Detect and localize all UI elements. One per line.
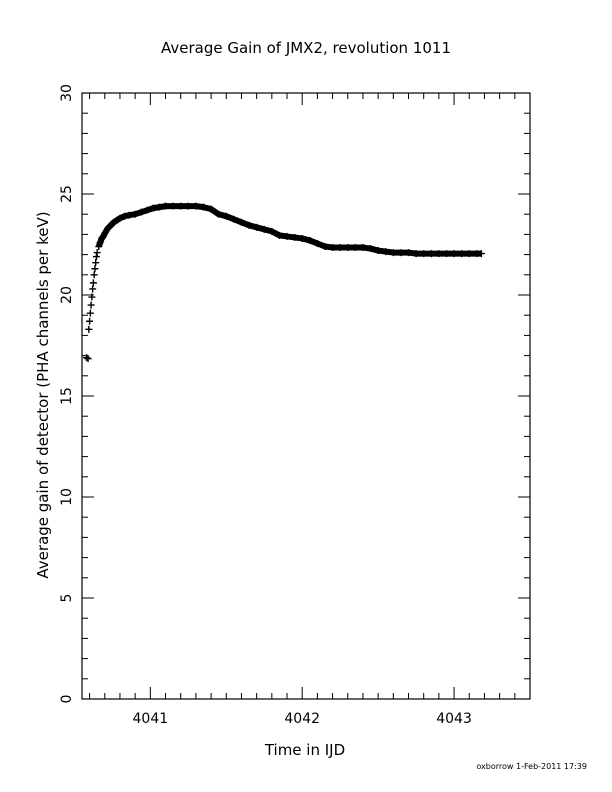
data-point <box>86 309 94 317</box>
data-point <box>91 265 99 273</box>
data-point <box>84 355 92 363</box>
data-point <box>92 259 100 267</box>
y-tick-label: 0 <box>59 695 75 704</box>
x-tick-label: 4042 <box>284 711 320 727</box>
data-point <box>92 253 100 261</box>
data-point <box>87 301 95 309</box>
footer-credit: oxborrow 1-Feb-2011 17:39 <box>476 762 587 771</box>
chart-title: Average Gain of JMX2, revolution 1011 <box>161 39 451 57</box>
y-tick-label: 30 <box>59 84 75 102</box>
data-point <box>89 279 97 287</box>
data-point <box>86 317 94 325</box>
y-tick-label: 10 <box>59 488 75 506</box>
tick-labels: 0 5 10 15 20 25 30 4041 4042 4043 <box>59 84 472 727</box>
y-tick-label: 5 <box>59 594 75 603</box>
y-tick-label: 25 <box>59 185 75 203</box>
axis-ticks <box>82 92 531 700</box>
data-point <box>85 325 93 333</box>
y-tick-label: 15 <box>59 387 75 405</box>
data-point <box>93 249 101 257</box>
data-points <box>83 202 485 363</box>
data-point <box>89 285 97 293</box>
data-point <box>90 271 98 279</box>
data-point <box>83 354 91 362</box>
plot-frame <box>81 92 531 700</box>
data-point <box>88 293 96 301</box>
x-tick-label: 4043 <box>436 711 472 727</box>
y-tick-label: 20 <box>59 286 75 304</box>
dense-point-band <box>95 203 482 257</box>
y-axis-label: Average gain of detector (PHA channels p… <box>34 211 52 578</box>
x-tick-label: 4041 <box>133 711 169 727</box>
x-axis-label: Time in IJD <box>264 741 345 759</box>
